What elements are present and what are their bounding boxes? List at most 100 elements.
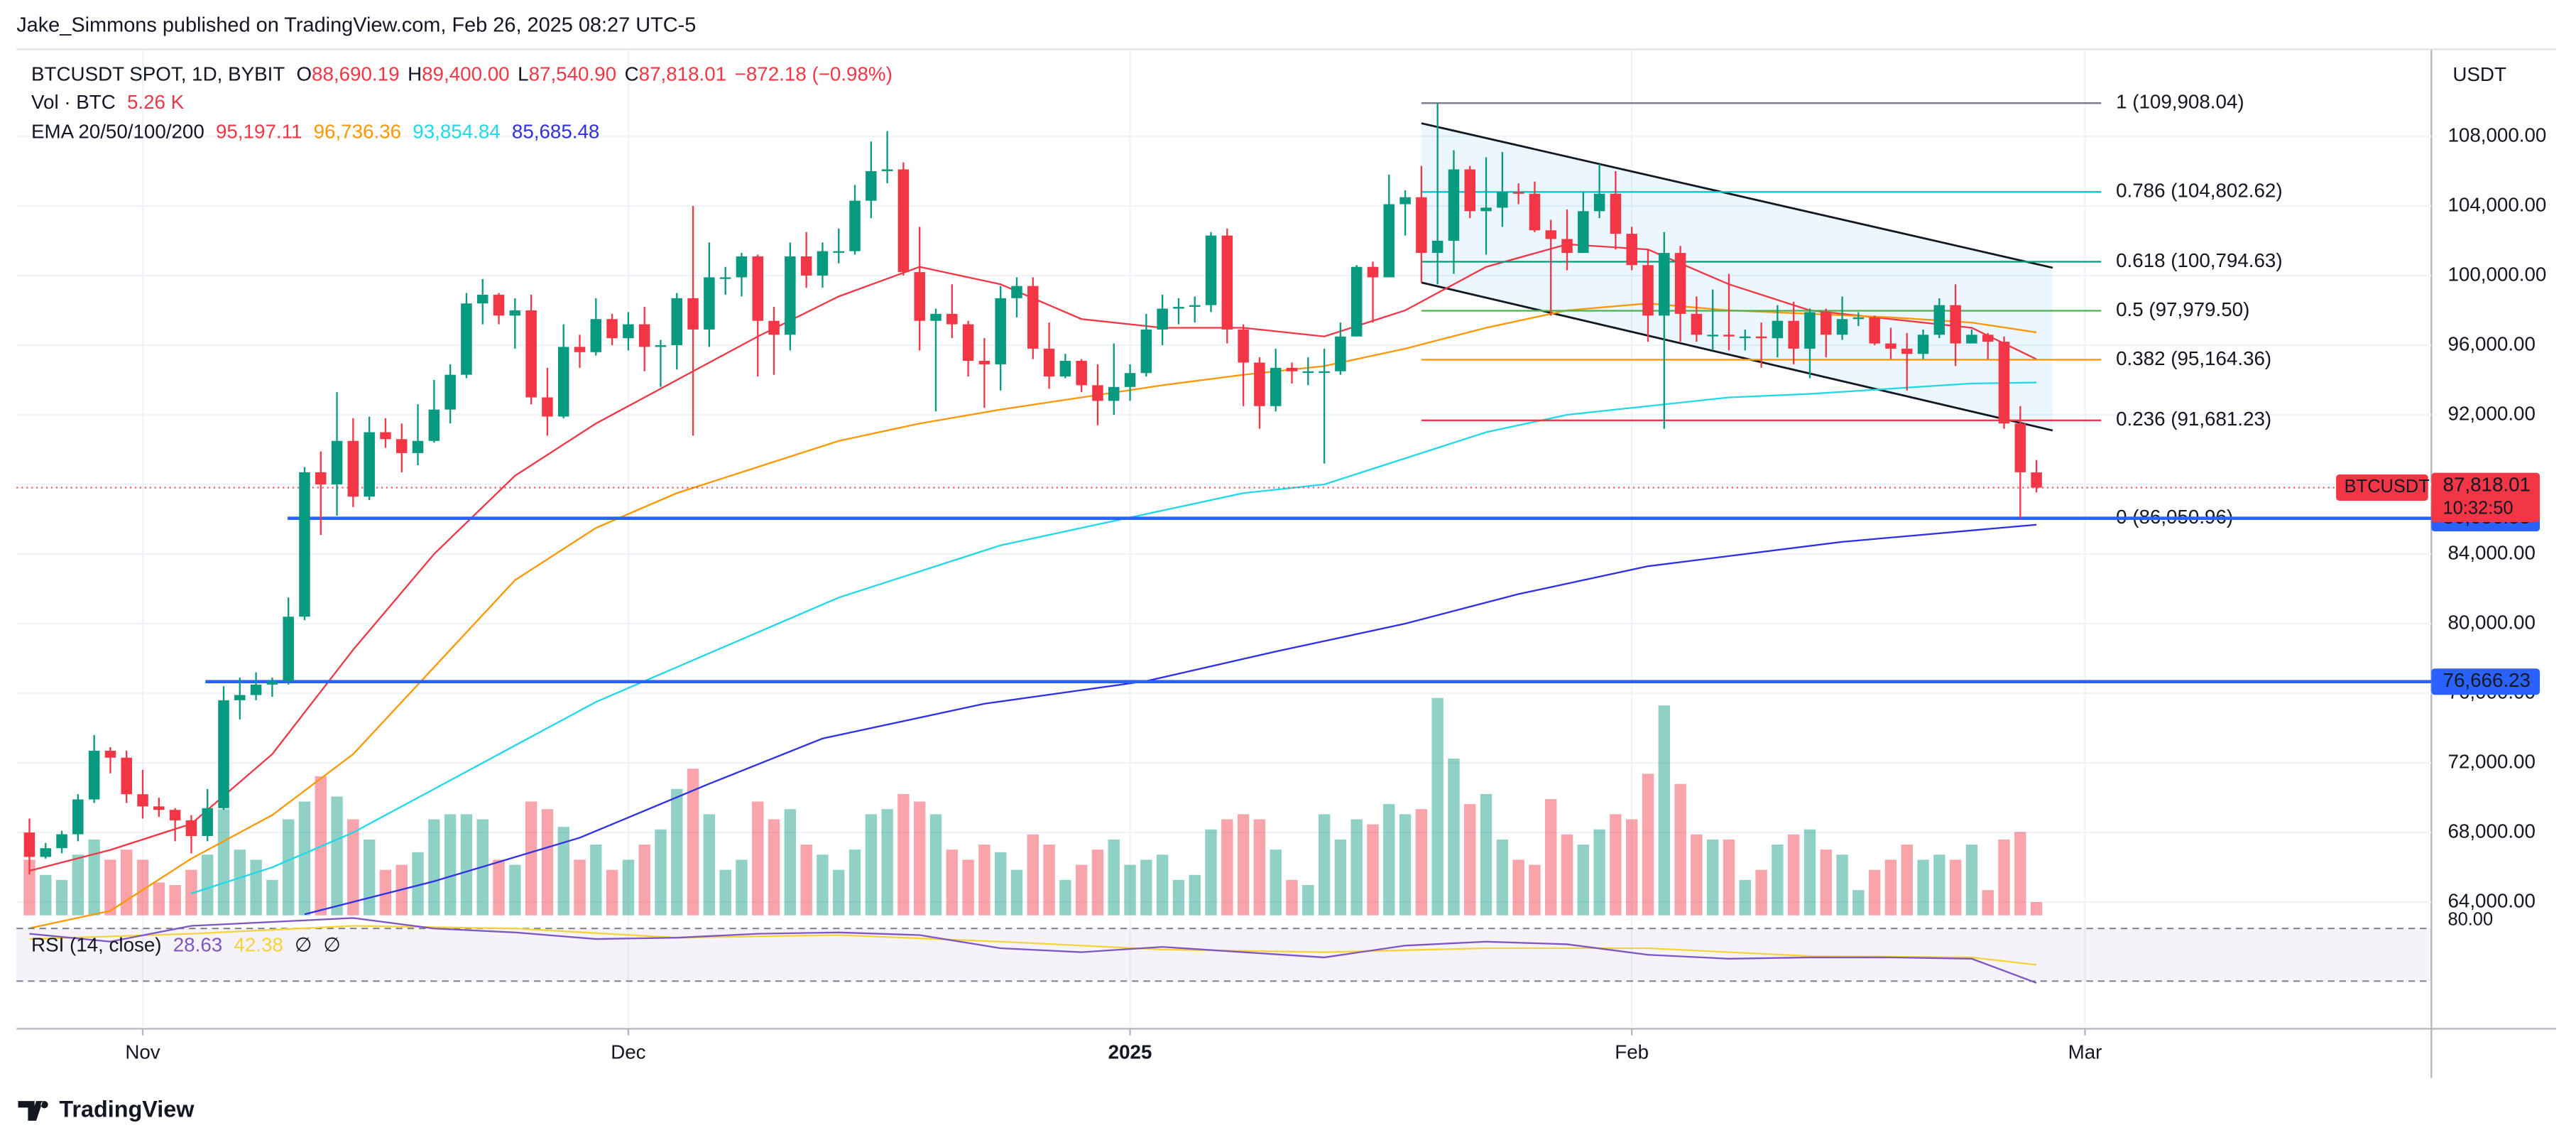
fib-label: 0.786 (104,802.62) [2116, 180, 2283, 202]
candle-body [56, 834, 67, 849]
volume-bar [719, 869, 731, 916]
candle-body [930, 313, 942, 321]
change: −872.18 (−0.98%) [735, 63, 893, 85]
candle-body [1497, 192, 1508, 208]
volume-bar [2014, 832, 2026, 916]
y-tick-label: 68,000.00 [2447, 820, 2535, 842]
ohlc-key: L [518, 63, 528, 85]
volume-bar [1480, 793, 1492, 916]
legend-line: RSI (14, close) 28.63 42.38 ∅ ∅ [31, 934, 341, 956]
volume-bar [606, 869, 618, 916]
volume-bar [201, 854, 214, 916]
candle-body [1593, 193, 1605, 212]
volume-bar [929, 814, 942, 916]
volume-bar [444, 814, 457, 916]
volume-bar [655, 829, 667, 916]
volume-bar [671, 788, 683, 916]
volume-bar [1205, 829, 1217, 916]
volume-bar [88, 839, 100, 916]
volume-bar [72, 854, 84, 916]
volume-bar [509, 864, 521, 916]
volume-bar [1787, 834, 1800, 916]
fib-label: 0.5 (97,979.50) [2116, 298, 2249, 320]
volume-value: 5.26 K [127, 91, 185, 113]
y-tick-label: 96,000.00 [2447, 332, 2535, 354]
volume-bar [1464, 804, 1476, 916]
candle-body [1869, 317, 1880, 344]
volume-bar [525, 801, 537, 916]
candle-body [331, 440, 343, 485]
volume-bar [379, 869, 392, 916]
candle-body [785, 256, 796, 335]
candle-body [1092, 385, 1103, 401]
candle-body [1221, 235, 1233, 330]
volume-bar [1237, 814, 1250, 916]
candle-body [817, 251, 829, 276]
volume-bar [1610, 814, 1622, 916]
candle-body [1059, 361, 1071, 377]
volume-bar [574, 859, 586, 916]
candle-body [1804, 312, 1816, 349]
candle-body [1950, 305, 1961, 344]
volume-bar [1059, 879, 1071, 916]
x-tick-label: Feb [1615, 1041, 1649, 1063]
fib-label: 0.618 (100,794.63) [2116, 249, 2283, 271]
candle-body [2014, 423, 2026, 472]
candle-body [1383, 204, 1395, 278]
candle-body [1755, 336, 1767, 339]
volume-bar [1884, 859, 1897, 916]
candle-body [655, 344, 667, 347]
volume-bar [784, 809, 797, 916]
candle-body [299, 472, 310, 617]
candle-body [104, 750, 116, 758]
candle-body [671, 298, 683, 345]
fib-label: 0.236 (91,681.23) [2116, 408, 2271, 430]
volume-bar [55, 879, 68, 916]
volume-bar [1852, 890, 1865, 916]
candle-body [23, 832, 36, 857]
candle-body [1302, 371, 1314, 374]
candle-body [1529, 193, 1541, 231]
candle-body [687, 298, 699, 330]
candle-body [1416, 197, 1427, 254]
volume-bar [1189, 874, 1201, 916]
y-tick-label: 64,000.00 [2447, 889, 2535, 911]
last-price-box [2431, 472, 2540, 523]
candle-body [1578, 211, 1589, 254]
rsi-name: RSI (14, close) [31, 934, 162, 956]
ohlc-key: C [625, 63, 639, 85]
footer-logo: TradingView [18, 1097, 195, 1122]
candle-body [866, 170, 877, 201]
volume-bar [1593, 829, 1605, 916]
ohlc-key: H [408, 63, 422, 85]
candle-body [897, 169, 910, 273]
volume-bar [1561, 834, 1573, 916]
volume-bar [1626, 819, 1638, 916]
candle-body [1998, 342, 2010, 424]
volume-bar [881, 809, 893, 916]
candle-body [1982, 335, 1994, 342]
candle-body [444, 374, 456, 410]
candle-body [1335, 336, 1346, 371]
candle-body [606, 319, 618, 339]
volume-bar [1172, 879, 1185, 916]
volume-bar [557, 827, 569, 916]
candle-body [1205, 235, 1217, 305]
rsi-tick-label: 80.00 [2447, 909, 2493, 929]
volume-bar [136, 859, 149, 916]
candle-body [428, 409, 440, 441]
candle-body [1189, 305, 1201, 308]
y-tick-label: 92,000.00 [2447, 402, 2535, 424]
channel-line [1421, 122, 2053, 269]
candle-body [849, 200, 861, 251]
candle-body [1254, 362, 1265, 406]
volume-bar [1431, 697, 1443, 916]
candle-body [623, 324, 634, 339]
fib-label: 0.382 (95,164.36) [2116, 347, 2271, 369]
candle-body [40, 848, 51, 857]
candle-body [768, 320, 780, 335]
candle-body [752, 256, 764, 321]
volume-bar [1140, 859, 1152, 916]
footer-text: TradingView [59, 1097, 195, 1122]
